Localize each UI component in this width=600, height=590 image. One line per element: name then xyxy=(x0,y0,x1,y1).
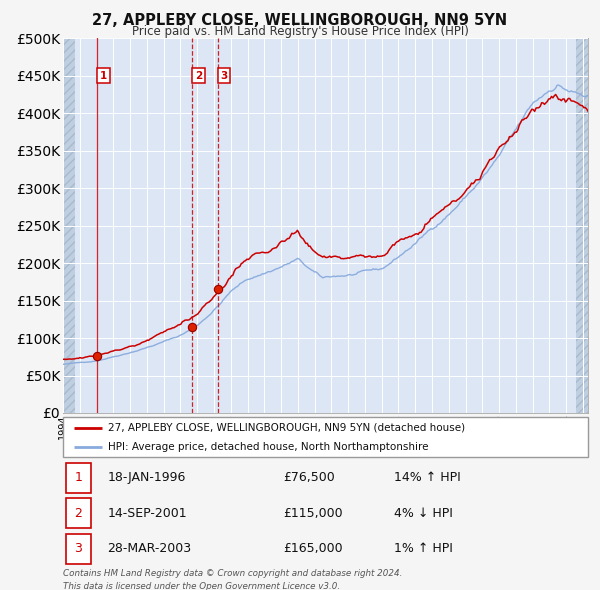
Text: 1% ↑ HPI: 1% ↑ HPI xyxy=(394,542,452,555)
Text: Contains HM Land Registry data © Crown copyright and database right 2024.: Contains HM Land Registry data © Crown c… xyxy=(63,569,403,578)
Text: 2: 2 xyxy=(74,507,82,520)
Text: 28-MAR-2003: 28-MAR-2003 xyxy=(107,542,192,555)
Text: 14% ↑ HPI: 14% ↑ HPI xyxy=(394,471,461,484)
Text: 27, APPLEBY CLOSE, WELLINGBOROUGH, NN9 5YN: 27, APPLEBY CLOSE, WELLINGBOROUGH, NN9 5… xyxy=(92,13,508,28)
FancyBboxPatch shape xyxy=(65,499,91,528)
FancyBboxPatch shape xyxy=(65,463,91,493)
Text: 2: 2 xyxy=(195,71,202,81)
Text: 27, APPLEBY CLOSE, WELLINGBOROUGH, NN9 5YN (detached house): 27, APPLEBY CLOSE, WELLINGBOROUGH, NN9 5… xyxy=(107,423,465,433)
Text: 18-JAN-1996: 18-JAN-1996 xyxy=(107,471,186,484)
Bar xyxy=(576,38,588,413)
Text: £115,000: £115,000 xyxy=(284,507,343,520)
Text: 3: 3 xyxy=(74,542,82,555)
FancyBboxPatch shape xyxy=(63,417,588,457)
Text: 14-SEP-2001: 14-SEP-2001 xyxy=(107,507,187,520)
Bar xyxy=(63,38,75,413)
Bar xyxy=(63,38,75,413)
Text: £76,500: £76,500 xyxy=(284,471,335,484)
Text: 4% ↓ HPI: 4% ↓ HPI xyxy=(394,507,452,520)
Bar xyxy=(576,38,588,413)
Text: 3: 3 xyxy=(220,71,227,81)
Text: £165,000: £165,000 xyxy=(284,542,343,555)
Text: 1: 1 xyxy=(74,471,82,484)
Text: This data is licensed under the Open Government Licence v3.0.: This data is licensed under the Open Gov… xyxy=(63,582,340,590)
Text: Price paid vs. HM Land Registry's House Price Index (HPI): Price paid vs. HM Land Registry's House … xyxy=(131,25,469,38)
Text: HPI: Average price, detached house, North Northamptonshire: HPI: Average price, detached house, Nort… xyxy=(107,442,428,452)
FancyBboxPatch shape xyxy=(65,534,91,563)
Text: 1: 1 xyxy=(100,71,107,81)
